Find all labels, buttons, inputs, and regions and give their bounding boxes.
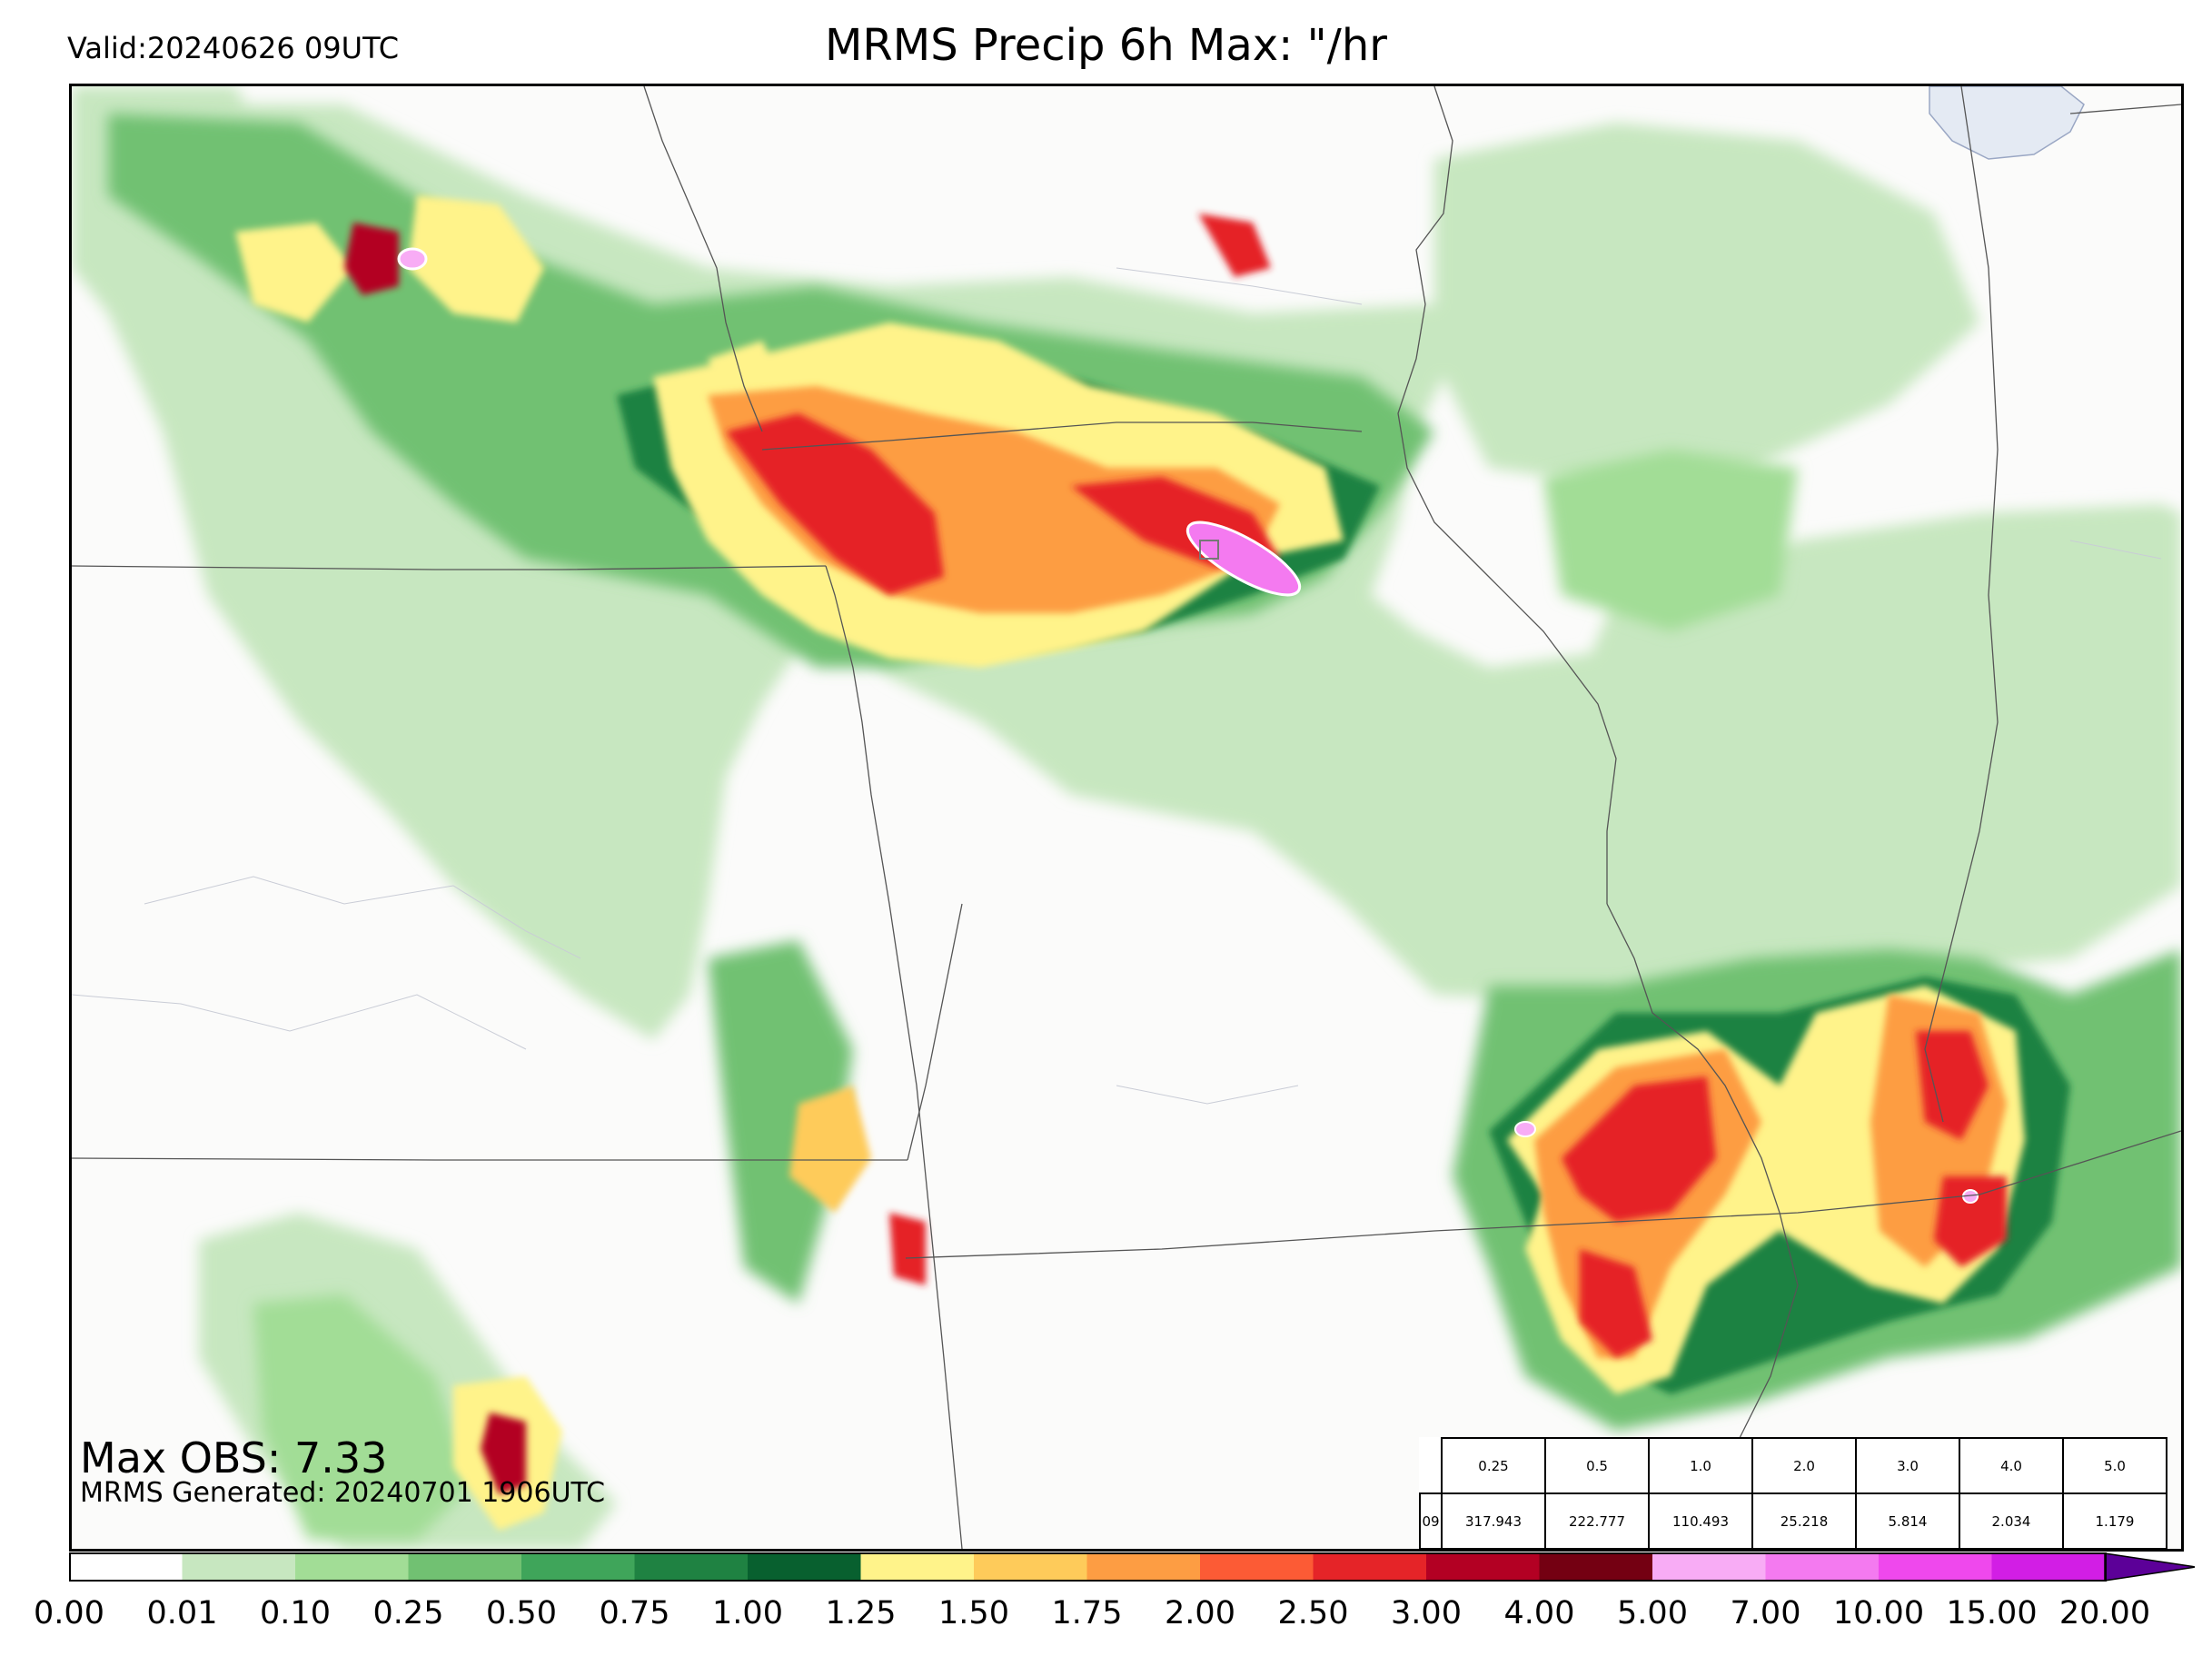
threshold-cell: 4.0 [1959,1437,2064,1494]
colorbar-tick-label: 0.50 [486,1595,557,1631]
colorbar-tick-label: 1.25 [825,1595,897,1631]
lake-shape [1929,86,2085,160]
colorbar-segment [748,1553,861,1581]
colorbar-tick-label: 2.50 [1277,1595,1349,1631]
colorbar-tick-label: 1.50 [938,1595,1009,1631]
colorbar-segment [182,1553,296,1581]
colorbar-segment [1313,1553,1427,1581]
colorbar-tick-label: 0.10 [260,1595,331,1631]
colorbar-tick-label: 2.00 [1165,1595,1235,1631]
precip-pink-max [397,247,1979,1204]
value-cell: 317.943 [1441,1492,1546,1550]
colorbar-tick-label: 7.00 [1730,1595,1801,1631]
colorbar-tick-label: 0.75 [599,1595,670,1631]
threshold-cell: 0.5 [1544,1437,1650,1494]
colorbar-segment [408,1553,522,1581]
colorbar [69,1552,2195,1582]
colorbar-tick-label: 0.01 [146,1595,218,1631]
threshold-cell: 1.0 [1648,1437,1753,1494]
state-boundaries [72,86,2181,1549]
value-cell: 5.814 [1855,1492,1960,1550]
valid-time: Valid:20240626 09UTC [67,31,400,65]
threshold-cell: 2.0 [1751,1437,1857,1494]
generated-timestamp: MRMS Generated: 20240701 1906UTC [80,1477,606,1509]
threshold-cell: 3.0 [1855,1437,1960,1494]
colorbar-ticks: 0.00 0.01 0.10 0.25 0.50 0.75 1.00 1.25 1.50 1.75… [0,1595,2212,1641]
colorbar-segment [1200,1553,1314,1581]
county-lines [72,267,2162,1105]
precip-map-graphic [72,86,2181,1549]
colorbar-tick-label: 5.00 [1617,1595,1688,1631]
value-cell: 1.179 [2062,1492,2167,1550]
colorbar-tick-label: 1.00 [712,1595,783,1631]
colorbar-extend-arrow [2104,1552,2195,1582]
precip-map [69,84,2184,1552]
value-cell: 25.218 [1751,1492,1857,1550]
stats-table: 0.25 0.5 1.0 2.0 3.0 4.0 5.0 09 317.943 … [1419,1437,2184,1552]
colorbar-segment [1539,1553,1653,1581]
value-cell: 222.777 [1544,1492,1650,1550]
colorbar-tick-label: 3.00 [1391,1595,1462,1631]
colorbar-segment [1652,1553,1766,1581]
value-cell: 110.493 [1648,1492,1753,1550]
max-obs-label: Max OBS: 7.33 [80,1433,388,1483]
colorbar-tick-label: 0.00 [34,1595,104,1631]
colorbar-segment [521,1553,635,1581]
colorbar-tick-label: 1.75 [1051,1595,1123,1631]
colorbar-segment [634,1553,749,1581]
threshold-cell: 0.25 [1441,1437,1546,1494]
colorbar-tick-label: 4.00 [1503,1595,1575,1631]
stats-row-label: 09 [1419,1492,1443,1550]
stats-corner-cell [1420,1438,1442,1494]
colorbar-tick-label: 15.00 [1946,1595,2038,1631]
threshold-cell: 5.0 [2062,1437,2167,1494]
colorbar-tick-label: 10.00 [1832,1595,1925,1631]
colorbar-outline [69,1552,2107,1582]
colorbar-tick-label: 20.00 [2058,1595,2151,1631]
colorbar-segment [295,1553,409,1581]
value-cell: 2.034 [1959,1492,2064,1550]
colorbar-segment [974,1553,1087,1581]
colorbar-segment [1879,1553,1992,1581]
map-title: MRMS Precip 6h Max: "/hr [825,20,1387,71]
colorbar-segment [1991,1553,2106,1581]
colorbar-segment [860,1553,975,1581]
colorbar-segment [1086,1553,1201,1581]
colorbar-segment [69,1553,183,1581]
colorbar-tick-label: 0.25 [372,1595,444,1631]
colorbar-segment [1426,1553,1540,1581]
colorbar-segment [1765,1553,1880,1581]
